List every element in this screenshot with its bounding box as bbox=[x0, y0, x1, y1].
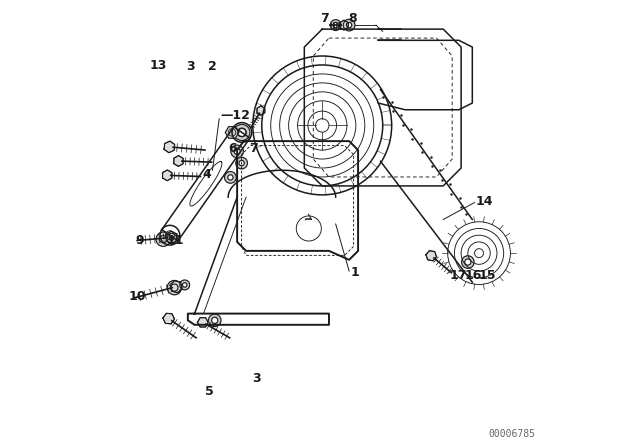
Polygon shape bbox=[163, 313, 175, 324]
Text: 4: 4 bbox=[202, 168, 211, 181]
Polygon shape bbox=[257, 106, 265, 115]
Polygon shape bbox=[340, 20, 348, 30]
Text: 2: 2 bbox=[208, 60, 217, 73]
Text: 00006785: 00006785 bbox=[488, 429, 535, 439]
Text: 1: 1 bbox=[351, 266, 359, 279]
Polygon shape bbox=[225, 127, 239, 138]
Polygon shape bbox=[170, 280, 182, 293]
Text: 7: 7 bbox=[320, 13, 329, 26]
Text: 15: 15 bbox=[479, 269, 496, 282]
Text: 3: 3 bbox=[252, 372, 260, 385]
Polygon shape bbox=[163, 170, 172, 181]
Polygon shape bbox=[164, 141, 175, 153]
Text: 8: 8 bbox=[348, 13, 356, 26]
Text: 16: 16 bbox=[464, 269, 482, 282]
Text: 6: 6 bbox=[228, 142, 237, 155]
Text: 13: 13 bbox=[150, 60, 167, 73]
Polygon shape bbox=[426, 251, 436, 261]
Text: 14: 14 bbox=[476, 195, 493, 208]
Text: 3: 3 bbox=[186, 60, 195, 73]
Polygon shape bbox=[166, 231, 177, 244]
Polygon shape bbox=[198, 318, 208, 327]
Polygon shape bbox=[173, 155, 183, 166]
Text: 7: 7 bbox=[249, 142, 258, 155]
Text: 11: 11 bbox=[167, 234, 184, 247]
Text: 5: 5 bbox=[205, 385, 214, 398]
Text: 9: 9 bbox=[135, 234, 143, 247]
Text: 10: 10 bbox=[129, 290, 146, 303]
Text: 17: 17 bbox=[450, 269, 467, 282]
Text: —12: —12 bbox=[221, 109, 250, 122]
